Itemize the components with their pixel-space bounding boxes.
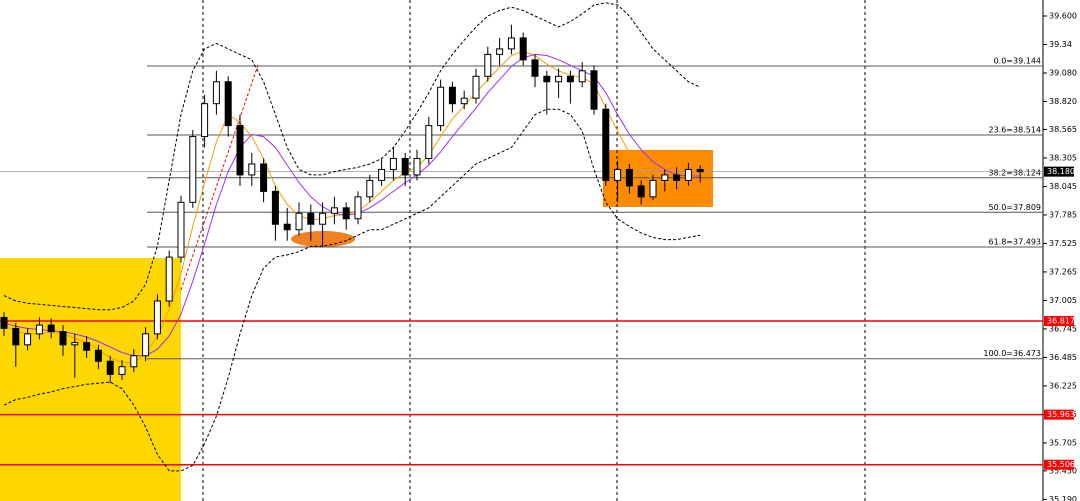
candle-body <box>673 174 681 181</box>
last-price-tag <box>1044 166 1074 177</box>
level-tag <box>1044 316 1074 327</box>
candle-body <box>566 75 574 83</box>
candle-body <box>142 333 150 357</box>
candle-body <box>625 168 633 187</box>
candle-body <box>354 196 362 220</box>
candle-body <box>307 212 315 225</box>
candle-body <box>59 331 67 346</box>
candle-body <box>130 355 138 368</box>
level-label: 35.963 <box>1047 410 1075 419</box>
candle-body <box>319 212 327 225</box>
candle-body <box>543 75 551 83</box>
y-tick-label: 38.565 <box>1049 125 1077 134</box>
candle-body <box>271 190 279 225</box>
candle-body <box>260 163 268 192</box>
level-label: 36.817 <box>1047 317 1075 326</box>
y-tick-label: 37.525 <box>1049 239 1077 248</box>
candle-body <box>590 70 598 110</box>
candle-body <box>118 366 126 375</box>
candle-body <box>460 97 468 105</box>
y-tick-label: 38.305 <box>1049 153 1077 162</box>
candle-body <box>637 185 645 198</box>
fib-label: 0.0=39.144 <box>994 56 1041 65</box>
candle-body <box>283 223 291 231</box>
level-tag <box>1044 409 1074 420</box>
candle-body <box>12 327 20 346</box>
candle-body <box>35 324 43 335</box>
candle-body <box>236 125 244 176</box>
candle-body <box>212 81 220 105</box>
y-tick-label: 35.190 <box>1049 495 1077 501</box>
y-tick-label: 35.450 <box>1049 466 1077 475</box>
fib-label: 100.0=36.473 <box>983 349 1041 358</box>
y-tick-label: 37.785 <box>1049 210 1077 219</box>
candle-body <box>165 256 173 302</box>
y-tick-label: 37.005 <box>1049 296 1077 305</box>
candle-body <box>496 48 504 55</box>
candle-body <box>0 316 8 329</box>
fib-label: 61.8=37.493 <box>988 237 1041 246</box>
candle-body <box>201 103 209 138</box>
candle-body <box>519 37 527 61</box>
y-tick-label: 36.225 <box>1049 381 1077 390</box>
candle-body <box>189 136 197 203</box>
candle-body <box>106 360 114 375</box>
y-tick-label: 36.485 <box>1049 353 1077 362</box>
candle-body <box>661 174 669 181</box>
fib-label: 50.0=37.809 <box>988 203 1041 212</box>
overlay-line <box>3 2 701 311</box>
candle-body <box>71 342 79 346</box>
y-tick-label: 37.265 <box>1049 267 1077 276</box>
overlay-line <box>3 108 701 472</box>
y-tick-label: 38.820 <box>1049 97 1077 106</box>
fib-label: 23.6=38.514 <box>988 126 1041 135</box>
y-tick-label: 39.34 <box>1049 40 1072 49</box>
y-tick-label: 36.745 <box>1049 324 1077 333</box>
candle-body <box>47 324 55 333</box>
candle-body <box>177 201 185 258</box>
candle-body <box>378 168 386 181</box>
candle-body <box>330 207 338 214</box>
candle-body <box>614 168 622 181</box>
candle-body <box>507 37 515 50</box>
candle-body <box>437 86 445 127</box>
candle-body <box>696 168 704 173</box>
highlight-zone <box>0 258 181 501</box>
candle-body <box>684 168 692 181</box>
candle-body <box>425 125 433 159</box>
candle-body <box>295 212 303 231</box>
y-tick-label: 35.705 <box>1049 438 1077 447</box>
range-box <box>603 150 713 207</box>
candle-body <box>94 349 102 362</box>
candle-body <box>248 163 256 176</box>
candle-body <box>555 75 563 83</box>
candle-body <box>578 70 586 83</box>
candle-body <box>24 333 32 346</box>
candle-body <box>649 179 657 198</box>
last-price-label: 38.180 <box>1047 167 1075 176</box>
candle-body <box>413 157 421 176</box>
level-tag <box>1044 459 1074 470</box>
level-label: 35.506 <box>1047 460 1075 469</box>
candle-body <box>401 157 409 176</box>
candle-body <box>472 75 480 99</box>
candle-body <box>83 342 91 351</box>
candle-body <box>342 207 350 220</box>
y-tick-label: 39.080 <box>1049 68 1077 77</box>
candle-body <box>389 157 397 170</box>
candle-body <box>224 81 232 127</box>
y-tick-label: 38.045 <box>1049 182 1077 191</box>
candle-body <box>531 59 539 77</box>
candle-body <box>448 86 456 105</box>
fib-label: 38.2=38.124 <box>988 168 1041 177</box>
candle-body <box>366 179 374 198</box>
candle-body <box>153 300 161 335</box>
candle-body <box>484 53 492 77</box>
candle-body <box>602 108 610 181</box>
y-tick-label: 39.600 <box>1049 12 1077 21</box>
